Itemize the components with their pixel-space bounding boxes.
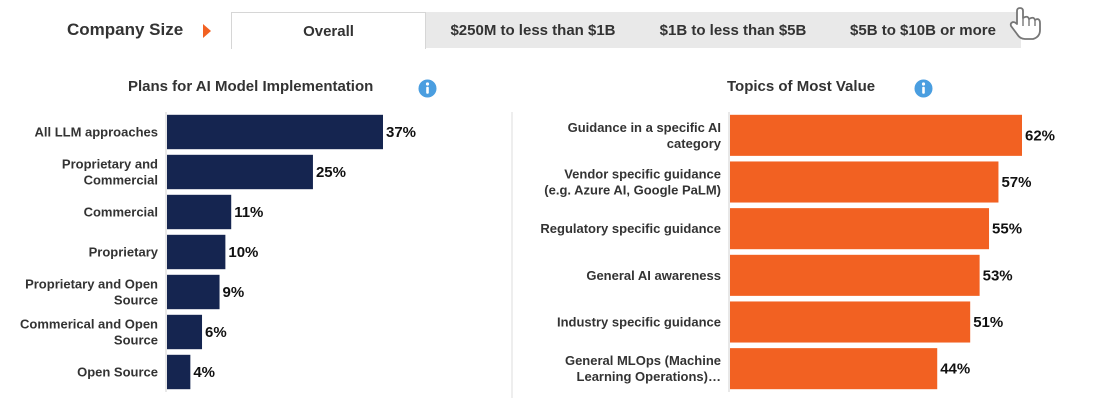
caret-right-icon [203, 24, 211, 38]
value-label: 53% [983, 267, 1013, 284]
category-label: Proprietary and Open Source [25, 277, 158, 308]
category-label: Commercial [84, 205, 158, 220]
bar[interactable] [730, 161, 999, 203]
category-label: Vendor specific guidance (e.g. Azure AI, … [544, 167, 721, 198]
category-label: Guidance in a specific AI category [568, 120, 722, 151]
value-label: 4% [193, 364, 215, 381]
category-label: Commerical and Open Source [20, 317, 158, 348]
company-size-label: Company Size [67, 20, 184, 39]
value-label: 25% [316, 164, 346, 181]
bar[interactable] [167, 194, 232, 230]
bar[interactable] [167, 274, 220, 310]
value-label: 6% [205, 324, 227, 341]
bar[interactable] [167, 314, 203, 350]
bar[interactable] [730, 208, 990, 250]
tab-5b-to-10b[interactable]: $5B to $10B or more [850, 21, 996, 39]
category-label: All LLM approaches [34, 125, 158, 140]
bar[interactable] [167, 154, 313, 190]
right-chart-title: Topics of Most Value [727, 78, 876, 95]
value-label: 9% [223, 284, 245, 301]
bar[interactable] [167, 234, 226, 270]
value-label: 51% [973, 314, 1003, 331]
value-label: 11% [234, 204, 263, 221]
bar[interactable] [730, 301, 971, 343]
value-label: 10% [228, 244, 258, 261]
tab-1b-to-5b[interactable]: $1B to less than $5B [659, 21, 807, 39]
category-label: Proprietary [89, 245, 159, 260]
company-size-tabs: Overall $250M to less than $1B $1B to le… [231, 12, 1021, 49]
category-label: General MLOps (Machine Learning Operation… [565, 353, 721, 384]
pointer-hand-icon [1009, 7, 1041, 40]
bar[interactable] [730, 114, 1022, 156]
category-label: Regulatory specific guidance [540, 221, 721, 236]
category-label: Open Source [77, 365, 158, 380]
value-label: 62% [1025, 127, 1055, 144]
category-label: Proprietary and Commercial [62, 157, 158, 188]
bar[interactable] [167, 354, 191, 390]
bar[interactable] [730, 348, 938, 390]
value-label: 55% [992, 221, 1022, 238]
value-label: 44% [940, 361, 970, 378]
tab-250m-to-1b[interactable]: $250M to less than $1B [450, 21, 616, 39]
ai-model-implementation-chart: 37% All LLM approaches 25% Proprietary and C… [20, 112, 416, 392]
bar[interactable] [730, 254, 980, 296]
value-label: 37% [386, 124, 416, 141]
value-label: 57% [1001, 174, 1031, 191]
category-label: General AI awareness [586, 268, 721, 283]
tab-overall[interactable]: Overall [231, 12, 426, 49]
bar[interactable] [167, 114, 383, 150]
left-chart-title: Plans for AI Model Implementation [128, 78, 374, 95]
info-icon[interactable] [914, 79, 933, 98]
category-label: Industry specific guidance [557, 315, 721, 330]
info-icon[interactable] [418, 79, 437, 98]
